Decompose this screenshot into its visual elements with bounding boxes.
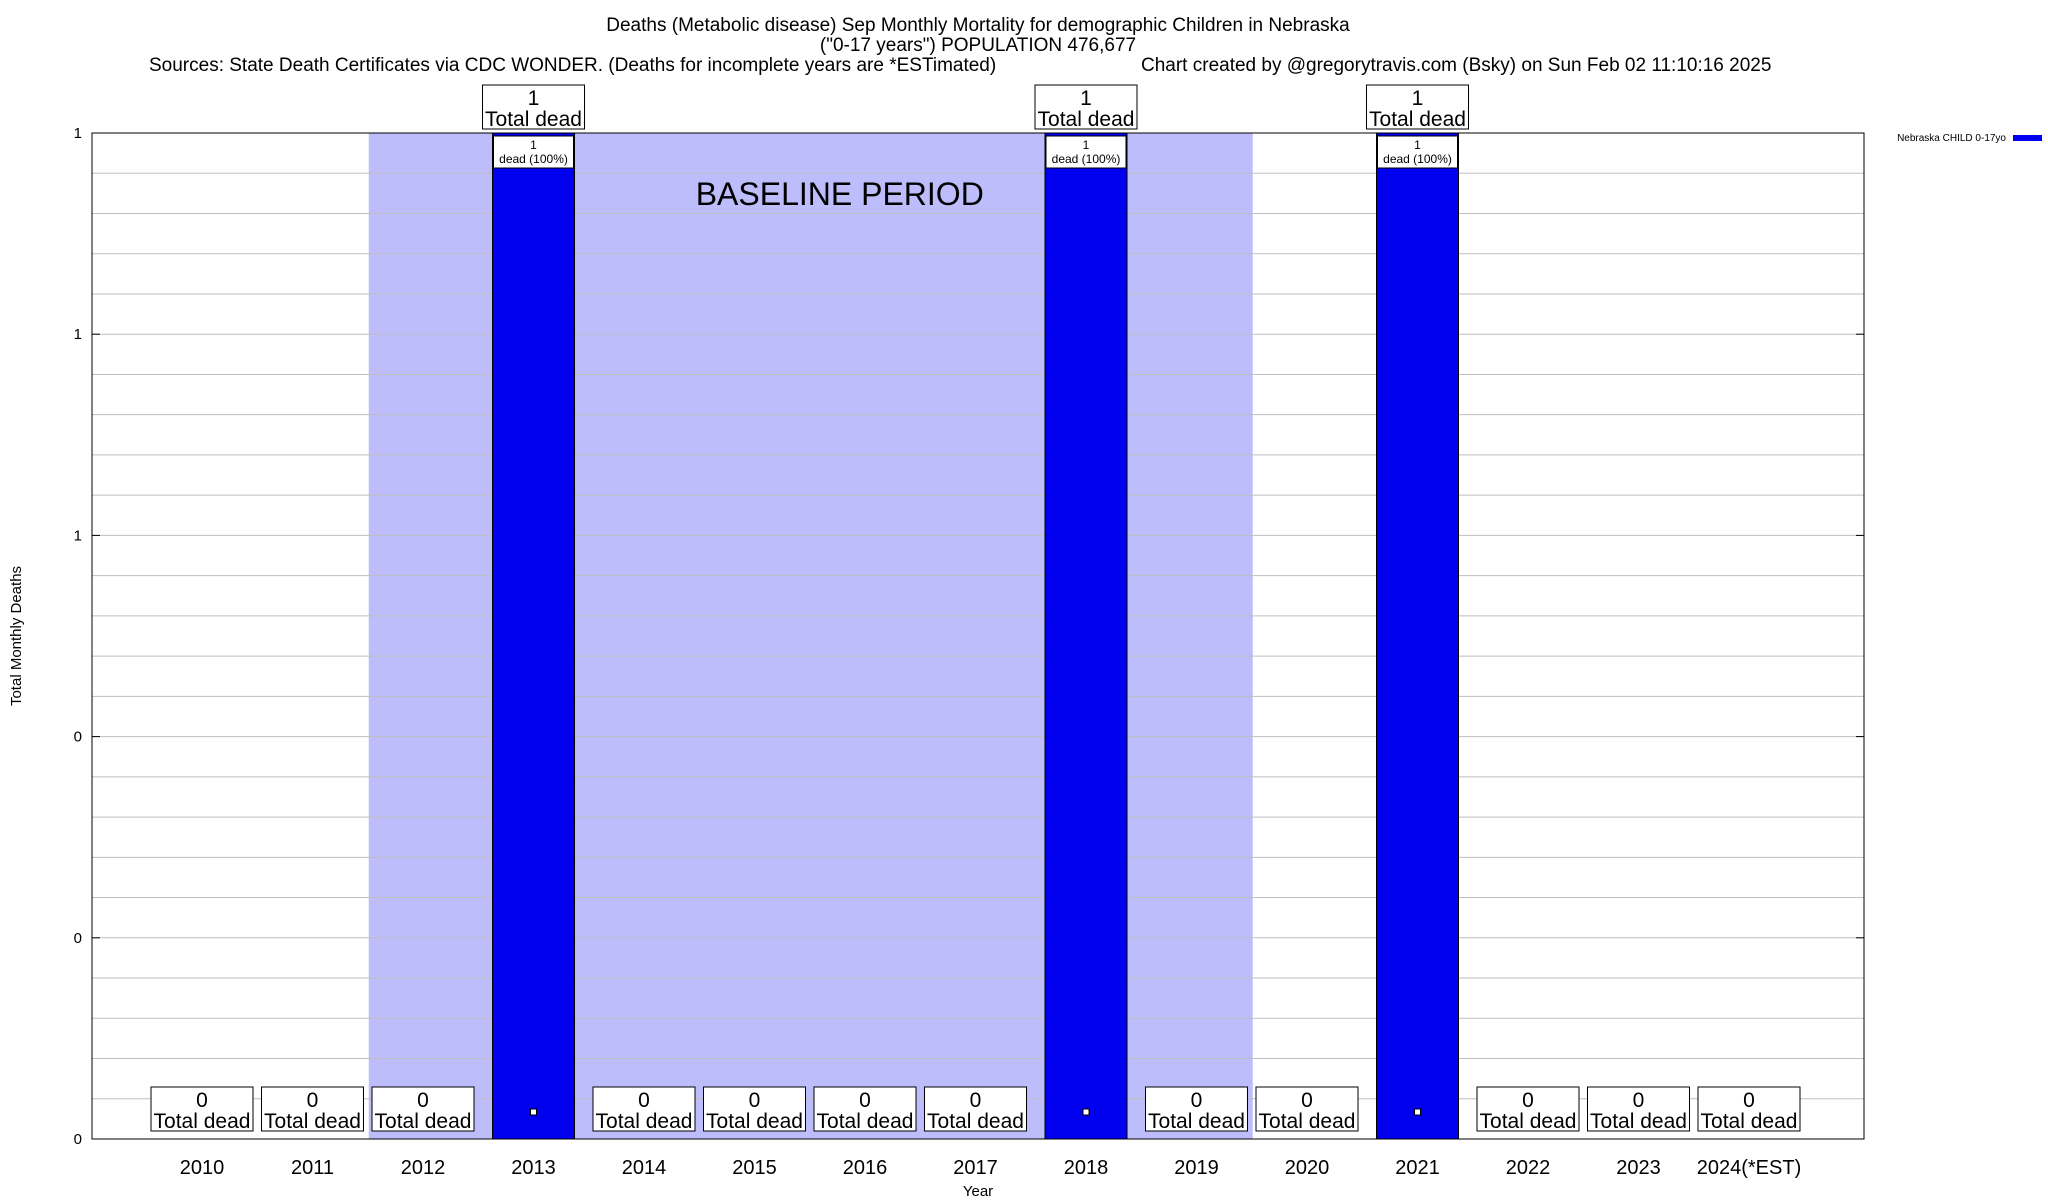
x-tick-label: 2017 bbox=[953, 1157, 998, 1179]
x-tick-label: 2013 bbox=[511, 1157, 556, 1179]
total-label-box bbox=[1697, 1086, 1801, 1132]
total-label-box bbox=[482, 84, 585, 130]
x-tick-label: 2023 bbox=[1616, 1157, 1661, 1179]
bar-label-value: 1 bbox=[530, 138, 537, 152]
y-tick-label: 1 bbox=[74, 125, 82, 142]
total-label-caption: Total dead bbox=[264, 1110, 361, 1133]
x-tick-marker bbox=[1082, 1108, 1090, 1116]
total-label-value: 1 bbox=[1412, 87, 1424, 110]
chart-credit: Chart created by @gregorytravis.com (Bsk… bbox=[1141, 55, 1771, 76]
total-label-value: 0 bbox=[749, 1089, 761, 1112]
total-label-caption: Total dead bbox=[1701, 1110, 1798, 1133]
total-label-caption: Total dead bbox=[1038, 108, 1135, 131]
x-tick-label: 2011 bbox=[291, 1157, 334, 1179]
total-label-caption: Total dead bbox=[485, 108, 582, 131]
x-tick-marker bbox=[530, 1108, 537, 1116]
x-tick-label: 2018 bbox=[1064, 1157, 1109, 1179]
total-label-box bbox=[1476, 1086, 1580, 1132]
bar-label-caption: dead (100%) bbox=[1052, 152, 1121, 166]
bar-2013 bbox=[492, 132, 575, 1140]
chart-title: Deaths (Metabolic disease) Sep Monthly M… bbox=[606, 15, 1350, 36]
x-axis: 2010 2011 2012 2013 2014 2015 2016 2017 2018 2019… bbox=[180, 1108, 1802, 1179]
plot-frame bbox=[91, 132, 1865, 1140]
total-label-box bbox=[1145, 1086, 1248, 1132]
bar-layer bbox=[492, 132, 1459, 1140]
total-label-value: 0 bbox=[859, 1089, 871, 1112]
chart-subtitle: ("0-17 years") POPULATION 476,677 bbox=[820, 35, 1136, 56]
y-axis: 0 0 0 1 1 1 bbox=[74, 125, 1864, 1148]
total-label-box bbox=[1366, 84, 1469, 130]
total-label-box bbox=[261, 1086, 364, 1132]
bar-2018 bbox=[1044, 132, 1128, 1140]
total-label-box bbox=[1034, 84, 1138, 130]
total-label-value: 0 bbox=[1743, 1089, 1755, 1112]
total-label-caption: Total dead bbox=[1259, 1110, 1356, 1133]
bar-label-value: 1 bbox=[1083, 138, 1090, 152]
x-tick-label: 2019 bbox=[1174, 1157, 1219, 1179]
x-tick-label: 2020 bbox=[1285, 1157, 1330, 1179]
chart-sources: Sources: State Death Certificates via CD… bbox=[149, 55, 996, 76]
total-label-caption: Total dead bbox=[596, 1110, 693, 1133]
total-label-caption: Total dead bbox=[927, 1110, 1024, 1133]
x-tick-marker bbox=[1414, 1108, 1421, 1116]
x-tick-label: 2010 bbox=[180, 1157, 225, 1179]
total-label-box bbox=[150, 1086, 254, 1132]
total-label-value: 0 bbox=[1522, 1089, 1534, 1112]
y-tick-label: 0 bbox=[74, 1131, 82, 1148]
x-tick-label: 2024(*EST) bbox=[1697, 1157, 1802, 1179]
grid-layer bbox=[92, 172, 1864, 1100]
total-label-box bbox=[1255, 1086, 1359, 1132]
y-tick-label: 0 bbox=[74, 729, 82, 746]
x-tick-label: 2022 bbox=[1506, 1157, 1551, 1179]
total-label-value: 1 bbox=[528, 87, 540, 110]
total-label-caption: Total dead bbox=[1148, 1110, 1245, 1133]
y-tick-label: 1 bbox=[74, 326, 82, 343]
total-label-caption: Total dead bbox=[1480, 1110, 1577, 1133]
y-tick-label: 0 bbox=[74, 930, 82, 947]
bar-label-box bbox=[1045, 135, 1127, 169]
total-label-caption: Total dead bbox=[817, 1110, 914, 1133]
total-label-caption: Total dead bbox=[154, 1110, 251, 1133]
x-axis-label: Year bbox=[963, 1183, 993, 1200]
y-tick-label: 1 bbox=[74, 527, 82, 544]
x-tick-label: 2014 bbox=[622, 1157, 667, 1179]
x-tick-label: 2015 bbox=[732, 1157, 777, 1179]
total-label-box bbox=[813, 1086, 917, 1132]
total-label-value: 0 bbox=[1633, 1089, 1645, 1112]
total-label-caption: Total dead bbox=[1590, 1110, 1687, 1133]
total-label-value: 0 bbox=[1301, 1089, 1313, 1112]
total-label-box bbox=[924, 1086, 1027, 1132]
total-label-box bbox=[1587, 1086, 1690, 1132]
baseline-period-label: BASELINE PERIOD bbox=[696, 176, 984, 212]
total-label-box bbox=[703, 1086, 806, 1132]
bar-label-box bbox=[1377, 135, 1458, 169]
total-label-value: 0 bbox=[1191, 1089, 1203, 1112]
total-label-box bbox=[592, 1086, 696, 1132]
bar-label-value: 1 bbox=[1414, 138, 1421, 152]
total-label-value: 0 bbox=[307, 1089, 319, 1112]
y-axis-label: Total Monthly Deaths bbox=[8, 566, 25, 706]
x-tick-label: 2021 bbox=[1395, 1157, 1440, 1179]
legend-label: Nebraska CHILD 0-17yo bbox=[1897, 133, 2006, 144]
total-label-value: 0 bbox=[417, 1089, 429, 1112]
total-label-value: 1 bbox=[1080, 87, 1092, 110]
total-label-caption: Total dead bbox=[375, 1110, 472, 1133]
total-label-value: 0 bbox=[970, 1089, 982, 1112]
total-label-box bbox=[371, 1086, 475, 1132]
bar-2021 bbox=[1376, 132, 1459, 1140]
x-tick-label: 2016 bbox=[843, 1157, 888, 1179]
bar-label-caption: dead (100%) bbox=[499, 152, 568, 166]
bar-label-box bbox=[493, 135, 574, 169]
bar-label-caption: dead (100%) bbox=[1383, 152, 1452, 166]
total-label-caption: Total dead bbox=[706, 1110, 803, 1133]
total-label-value: 0 bbox=[196, 1089, 208, 1112]
x-tick-label: 2012 bbox=[401, 1157, 446, 1179]
total-label-caption: Total dead bbox=[1369, 108, 1466, 131]
total-label-value: 0 bbox=[638, 1089, 650, 1112]
legend-swatch bbox=[2013, 135, 2042, 141]
